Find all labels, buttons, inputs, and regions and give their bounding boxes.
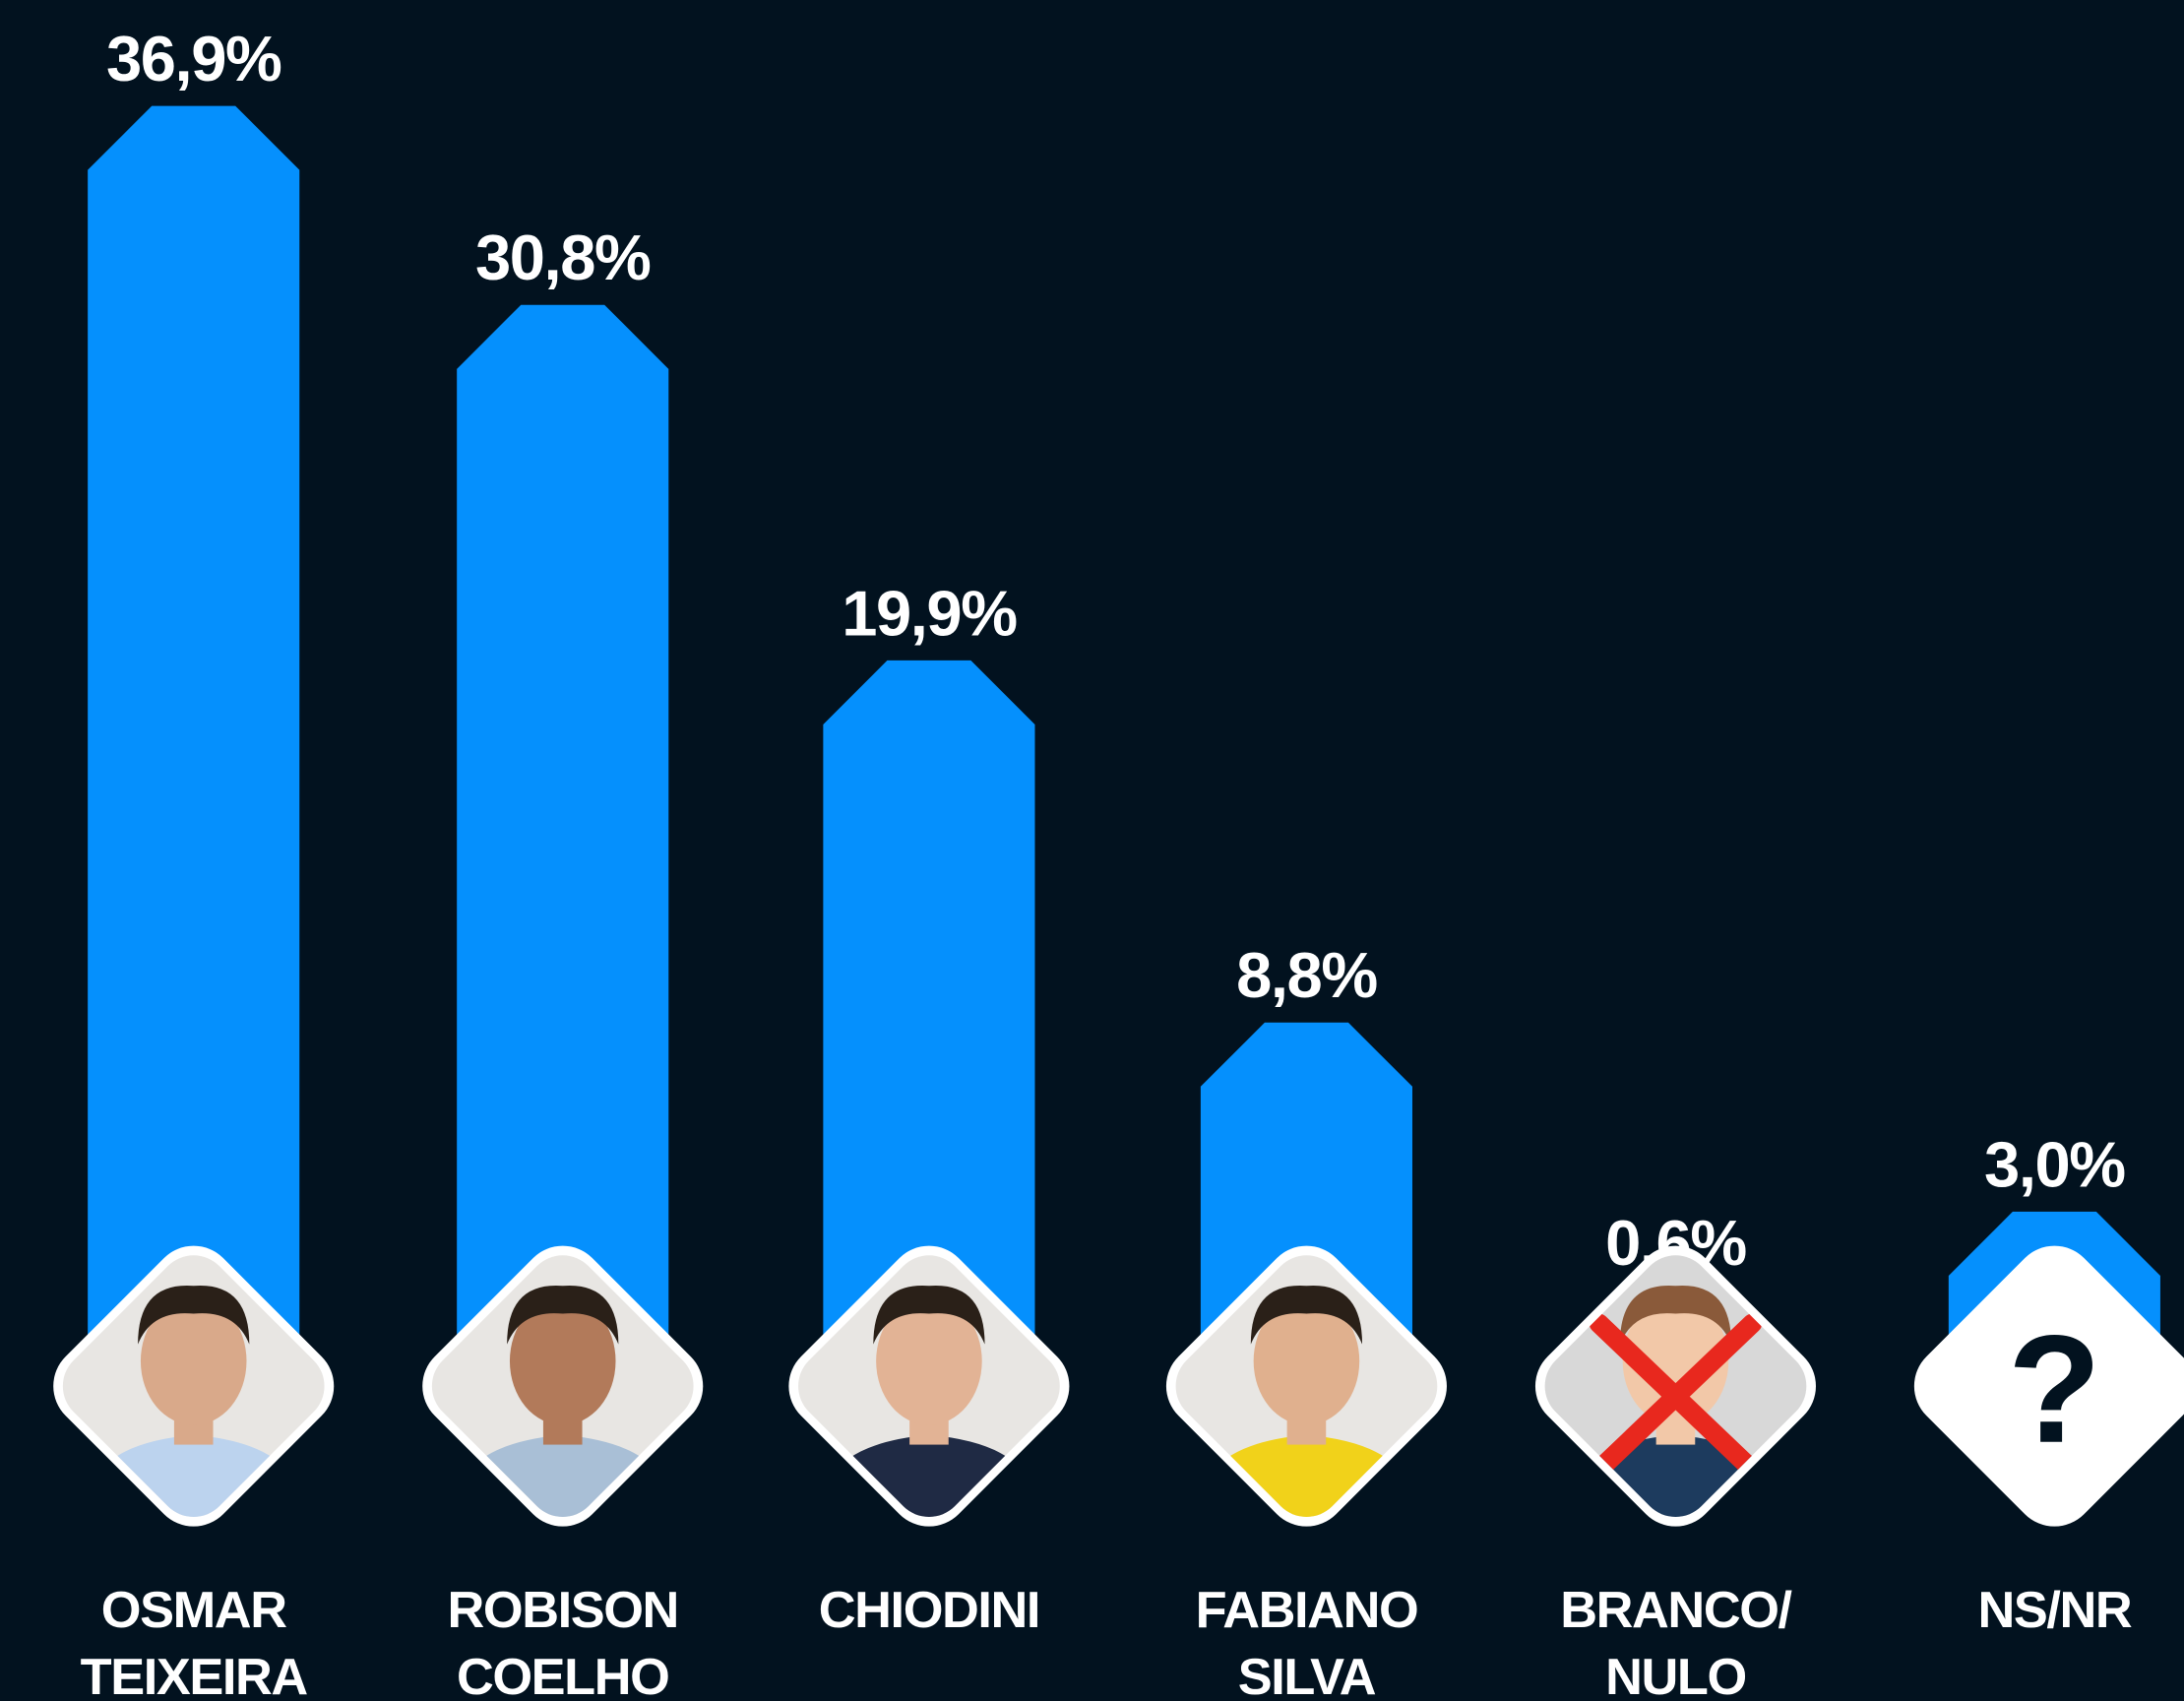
value-label: 30,8% (475, 221, 651, 293)
category-label: NULO (1605, 1649, 1746, 1701)
bar (457, 304, 669, 1338)
bar (1200, 1022, 1412, 1338)
icon-frame (1913, 1245, 2184, 1527)
value-label: 36,9% (106, 23, 281, 94)
category-label: NS/NR (1977, 1582, 2131, 1639)
bar (823, 660, 1035, 1338)
category-label: FABIANO (1196, 1582, 1418, 1639)
portrait-head (1253, 1296, 1360, 1425)
portrait-hair (1619, 1285, 1732, 1345)
bar (88, 105, 300, 1338)
portrait-head (509, 1296, 616, 1425)
category-label: OSMAR (101, 1582, 286, 1639)
cross (1589, 1313, 1763, 1480)
value-label: 3,0% (1984, 1128, 2125, 1200)
category-label: TEIXEIRA (81, 1649, 308, 1701)
portrait-hair (1250, 1285, 1363, 1345)
category-label: BRANCO/ (1560, 1582, 1792, 1639)
portrait-head (140, 1296, 247, 1425)
value-label: 19,9% (842, 577, 1017, 649)
icon: ? (1913, 1245, 2184, 1527)
portrait-hair (138, 1285, 250, 1345)
portrait-head (876, 1296, 982, 1425)
category-label: ROBISON (447, 1582, 677, 1639)
portrait-head (1622, 1296, 1729, 1425)
category-label: COELHO (457, 1649, 669, 1701)
portrait-hair (507, 1285, 619, 1345)
category-label: SILVA (1238, 1649, 1376, 1701)
value-label: 8,8% (1236, 939, 1377, 1011)
category-label: CHIODINI (819, 1582, 1039, 1639)
portrait-hair (873, 1285, 985, 1345)
icon-mark: ? (2008, 1303, 2101, 1475)
